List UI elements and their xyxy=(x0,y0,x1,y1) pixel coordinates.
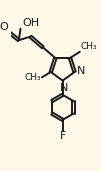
Text: N: N xyxy=(77,66,86,76)
Text: O: O xyxy=(0,22,8,32)
Text: N: N xyxy=(59,83,68,93)
Text: CH₃: CH₃ xyxy=(81,42,97,51)
Text: CH₃: CH₃ xyxy=(24,73,41,82)
Text: OH: OH xyxy=(22,18,39,28)
Text: F: F xyxy=(59,131,66,141)
